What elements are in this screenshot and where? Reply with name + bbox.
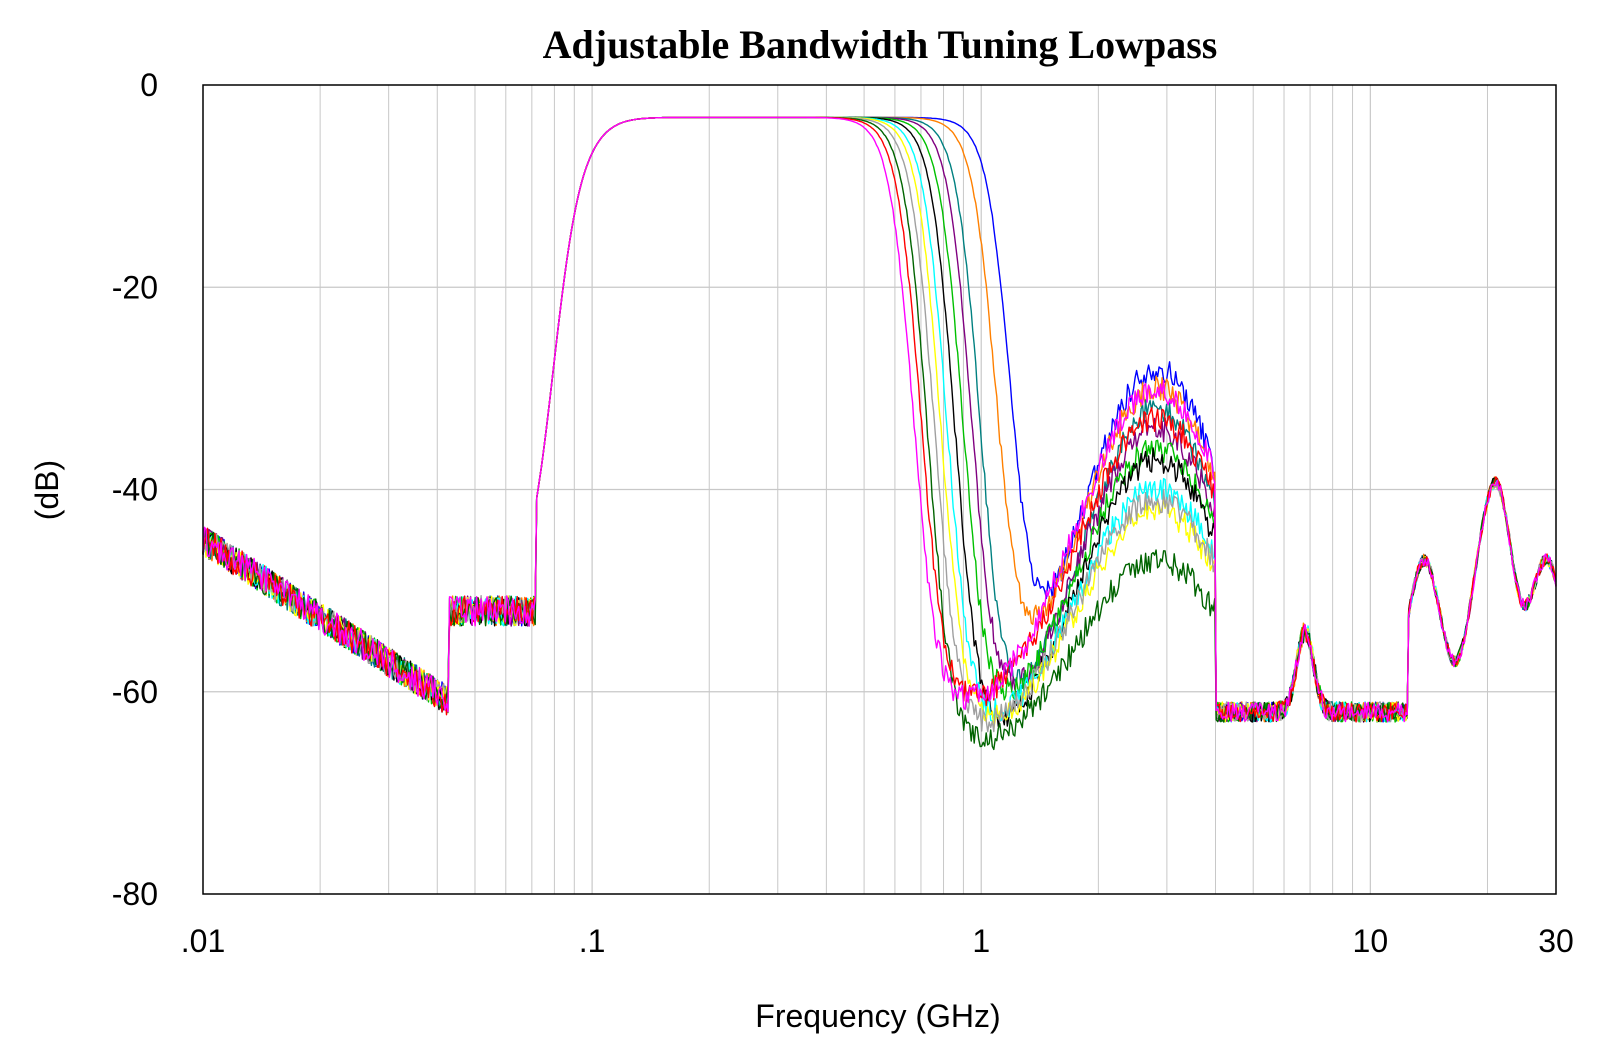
x-tick-label: 30	[1538, 923, 1574, 959]
trace-line	[202, 116, 1557, 723]
y-tick-label: -60	[112, 674, 158, 710]
trace-line	[202, 116, 1557, 751]
trace-line	[202, 116, 1557, 723]
x-tick-label: 10	[1353, 923, 1389, 959]
y-tick-labels: 0 -20 -40 -60 -80	[112, 67, 158, 912]
trace-line	[202, 116, 1557, 723]
y-tick-label: -40	[112, 472, 158, 508]
y-axis-label: (dB)	[29, 460, 65, 520]
trace-line	[202, 116, 1557, 723]
x-tick-label: .01	[181, 923, 225, 959]
grid	[203, 85, 1556, 894]
x-tick-label: 1	[972, 923, 990, 959]
chart-title: Adjustable Bandwidth Tuning Lowpass	[543, 22, 1218, 67]
plot-frame	[202, 84, 1557, 895]
x-tick-labels: .01 .1 1 10 30	[181, 923, 1574, 959]
x-axis-label: Frequency (GHz)	[755, 998, 1000, 1034]
trace-line	[202, 116, 1557, 723]
y-tick-label: -80	[112, 876, 158, 912]
y-tick-label: -20	[112, 269, 158, 305]
trace-line	[202, 116, 1557, 727]
trace-line	[202, 116, 1557, 733]
traces	[202, 116, 1557, 751]
trace-line	[202, 116, 1557, 723]
x-tick-label: .1	[579, 923, 606, 959]
trace-line	[202, 116, 1557, 723]
trace-line	[202, 116, 1557, 730]
trace-line	[202, 116, 1557, 723]
y-tick-label: 0	[140, 67, 158, 103]
